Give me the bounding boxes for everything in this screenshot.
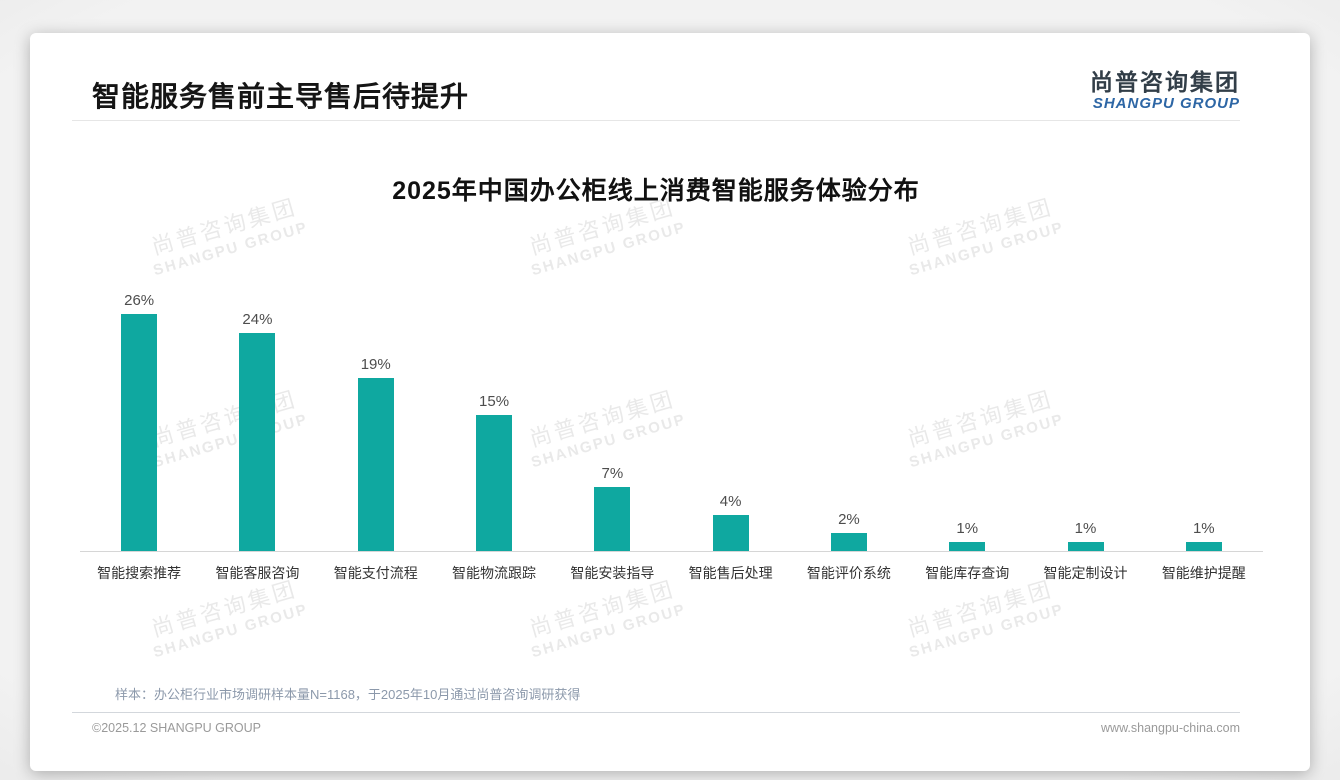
bar-column: 1%	[1026, 520, 1144, 551]
bar-value-label: 2%	[838, 510, 860, 528]
bar	[594, 487, 631, 551]
bar-category-label: 智能支付流程	[333, 565, 418, 581]
bar-value-label: 7%	[601, 465, 624, 483]
page-title: 智能服务售前主导售后待提升	[92, 81, 470, 112]
website-url: www.shangpu-china.com	[1101, 721, 1240, 735]
bar-value-label: 15%	[479, 392, 510, 410]
bar-category-label: 智能客服咨询	[215, 565, 300, 581]
bar-column: 7%	[553, 465, 671, 551]
header-divider	[72, 120, 1240, 121]
bar-column: 1%	[908, 520, 1026, 551]
logo-english-text: SHANGPU GROUP	[1092, 95, 1240, 113]
bar-column: 2%	[790, 511, 908, 551]
bar-category-label: 智能维护提醒	[1161, 565, 1246, 581]
company-logo: 尚普咨询集团 SHANGPU GROUP	[1090, 69, 1240, 112]
copyright-text: ©2025.12 SHANGPU GROUP	[92, 721, 261, 735]
bar-column: 24%	[198, 311, 316, 551]
bar	[1185, 541, 1222, 551]
bar-category-label: 智能安装指导	[570, 565, 655, 581]
bar-category-label: 智能定制设计	[1043, 565, 1128, 581]
bar	[357, 378, 394, 551]
bar-column: 19%	[317, 356, 435, 551]
bar-column: 4%	[671, 493, 789, 551]
bar-column: 15%	[435, 392, 553, 551]
bar-category-label: 智能库存查询	[925, 565, 1010, 581]
bar-value-label: 4%	[719, 492, 742, 510]
bar	[830, 532, 867, 551]
bar-value-label: 1%	[1074, 519, 1097, 537]
bar	[476, 414, 513, 551]
bar-category-label: 智能评价系统	[806, 565, 891, 581]
chart-title: 2025年中国办公柜线上消费智能服务体验分布	[392, 177, 920, 205]
plot-area: 26% 24% 19% 15% 7% 4% 2% 1% 1% 1%	[80, 273, 1263, 552]
bar	[949, 541, 986, 551]
bar-category-label: 智能搜索推荐	[97, 565, 182, 581]
footer-divider	[72, 712, 1240, 713]
bar-value-label: 1%	[956, 519, 979, 537]
bar-category-label: 智能售后处理	[688, 565, 773, 581]
logo-chinese-text: 尚普咨询集团	[1090, 69, 1240, 95]
bar-value-label: 24%	[242, 310, 273, 328]
bar	[712, 514, 749, 551]
bar-value-label: 19%	[360, 356, 391, 374]
bar-value-label: 1%	[1192, 519, 1215, 537]
bar-value-label: 26%	[124, 292, 155, 310]
report-card: 尚普咨询集团 SHANGPU GROUP 尚普咨询集团 SHANGPU GROUP 尚普…	[30, 33, 1310, 771]
bar-column: 1%	[1145, 520, 1263, 551]
bar-category-label: 智能物流跟踪	[452, 565, 537, 581]
category-row: 智能搜索推荐 智能客服咨询 智能支付流程 智能物流跟踪 智能安装指导 智能售后处理 智能评价…	[80, 563, 1263, 583]
bar-column: 26%	[80, 292, 198, 551]
bar	[121, 314, 158, 551]
bar	[1067, 541, 1104, 551]
bar	[239, 332, 276, 551]
sample-note: 样本：办公柜行业市场调研样本量N=1168，于2025年10月通过尚普咨询调研获…	[115, 687, 581, 702]
